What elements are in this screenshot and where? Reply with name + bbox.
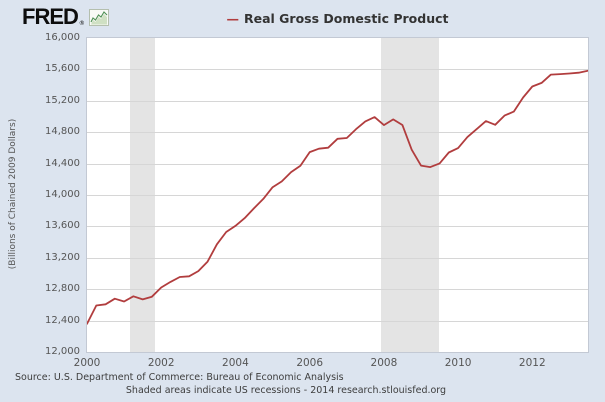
green-sparkline-icon xyxy=(88,9,109,26)
x-tick-label: 2008 xyxy=(370,357,398,369)
x-tick-label: 2006 xyxy=(296,357,324,369)
gridline xyxy=(87,257,588,259)
y-tick-label: 13,600 xyxy=(45,220,80,232)
gridline xyxy=(87,226,588,228)
y-tick-label: 12,800 xyxy=(45,283,80,295)
legend-label: Real Gross Domestic Product xyxy=(244,11,449,26)
y-axis-tick-labels: 12,000 12,400 12,800 13,200 13,600 14,000 14,4… xyxy=(0,0,80,402)
gridline xyxy=(87,100,588,102)
y-tick-label: 14,800 xyxy=(45,126,80,138)
fred-logo: FRED ® xyxy=(22,6,109,28)
gridline xyxy=(87,69,588,71)
gdp-line xyxy=(87,69,588,325)
gridline xyxy=(87,289,588,291)
fred-logo-text: FRED xyxy=(22,4,79,29)
plot-area xyxy=(86,37,589,353)
y-tick-label: 16,000 xyxy=(45,32,80,43)
y-tick-label: 12,000 xyxy=(45,346,80,357)
x-tick-label: 2010 xyxy=(444,357,472,369)
gridline xyxy=(87,320,588,322)
y-tick-label: 15,600 xyxy=(45,63,80,75)
recession-note-text: Shaded areas indicate US recessions - 20… xyxy=(125,385,447,396)
gridline xyxy=(87,132,588,134)
y-tick-label: 12,400 xyxy=(45,314,80,326)
x-axis-tick-labels: 2000 2002 2004 2006 2008 2010 2012 xyxy=(0,357,605,371)
x-tick-label: 2000 xyxy=(73,357,101,369)
y-tick-label: 15,200 xyxy=(45,94,80,106)
legend: — Real Gross Domestic Product xyxy=(86,11,589,26)
y-tick-label: 14,000 xyxy=(45,189,80,200)
x-tick-label: 2004 xyxy=(222,357,249,369)
x-tick-label: 2012 xyxy=(518,357,546,369)
y-tick-label: 13,200 xyxy=(45,251,80,263)
gridline xyxy=(87,195,588,196)
gdp-line-chart xyxy=(87,69,588,325)
source-text: Source: U.S. Department of Commerce: Bur… xyxy=(15,372,344,383)
y-tick-label: 14,400 xyxy=(45,157,80,169)
x-tick-label: 2002 xyxy=(147,357,175,369)
gridline xyxy=(87,163,588,165)
legend-line-marker: — xyxy=(226,11,240,26)
registered-trademark-icon: ® xyxy=(78,20,85,27)
